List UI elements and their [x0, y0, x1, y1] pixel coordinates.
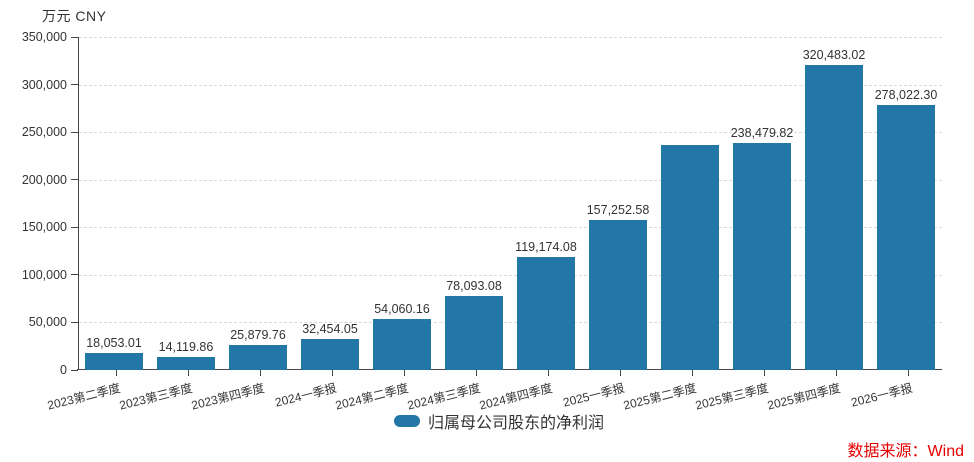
bar-value-label: 119,174.08 [515, 239, 577, 254]
x-axis-tick [620, 370, 621, 376]
gridline [79, 37, 942, 38]
bar-value-label: 238,479.82 [730, 126, 794, 141]
bar-4[interactable] [301, 339, 359, 370]
y-axis-tick [71, 274, 78, 276]
y-axis-tick-label: 300,000 [21, 77, 67, 92]
y-axis-tick [71, 321, 78, 323]
bar-value-label: 54,060.16 [374, 301, 430, 316]
bar-6[interactable] [445, 295, 503, 370]
gridline [79, 227, 942, 229]
plot-area: 0 50,000 100,000 150,000 200,000 250,000 300,0… [22, 30, 942, 413]
y-axis-tick-label: 0 [60, 363, 67, 377]
x-axis-tick [908, 370, 909, 376]
bar-value-label: 32,454.05 [302, 322, 358, 337]
y-axis-tick-label: 350,000 [21, 30, 67, 44]
bar-9[interactable] [661, 144, 719, 370]
y-axis-tick-label: 100,000 [21, 267, 67, 282]
x-axis-tick [188, 370, 189, 376]
y-axis-tick-label: 250,000 [21, 125, 67, 140]
bar-value-label: 278,022.30 [874, 88, 938, 103]
bar-value-label: 78,093.08 [446, 278, 502, 293]
bar-12[interactable] [877, 105, 935, 370]
x-axis-line [77, 369, 942, 370]
bar-value-label: 14,119.86 [158, 339, 214, 354]
x-axis-tick [692, 370, 693, 376]
y-axis-tick [71, 226, 78, 228]
y-axis-tick-label: 50,000 [28, 315, 67, 330]
bar-11[interactable] [805, 65, 863, 370]
bar-5[interactable] [373, 318, 431, 370]
bar-3[interactable] [229, 345, 287, 370]
y-axis-tick [71, 131, 78, 133]
bar-value-label: 320,483.02 [802, 48, 866, 63]
bar-2[interactable] [157, 356, 215, 370]
y-axis-tick [71, 369, 78, 371]
bar-value-label: 25,879.76 [230, 328, 286, 343]
x-axis-tick [116, 370, 117, 376]
legend-item-net-profit[interactable]: 归属母公司股东的净利润 [394, 409, 604, 433]
gridline [79, 322, 942, 324]
y-axis-line [78, 37, 79, 370]
y-axis-tick-label: 150,000 [21, 220, 67, 235]
bar-10[interactable] [733, 143, 791, 370]
x-axis-tick [548, 370, 549, 376]
gridline [79, 274, 942, 276]
x-axis-tick [332, 370, 333, 376]
gridline [79, 179, 942, 181]
data-source-label: 数据来源：Wind [847, 443, 964, 460]
y-axis-tick-label: 200,000 [21, 172, 67, 187]
x-axis-tick [404, 370, 405, 376]
bar-1[interactable] [85, 352, 143, 370]
x-axis-tick [764, 370, 765, 376]
legend-label: 归属母公司股东的净利润 [428, 415, 605, 432]
legend-swatch [394, 415, 420, 427]
gridline [79, 132, 942, 134]
x-axis-tick [260, 370, 261, 376]
y-axis-unit-label: 万元 CNY [42, 8, 107, 24]
bar-value-label: 157,252.58 [586, 203, 650, 218]
y-axis-tick [71, 36, 78, 38]
y-axis-tick [71, 179, 78, 181]
gridline [79, 84, 942, 86]
x-axis-tick [476, 370, 477, 376]
bar-8[interactable] [589, 220, 647, 370]
bar-7[interactable] [517, 256, 575, 370]
y-axis-tick [71, 84, 78, 86]
x-axis-tick [836, 370, 837, 376]
bar-value-label: 18,053.01 [86, 335, 142, 350]
